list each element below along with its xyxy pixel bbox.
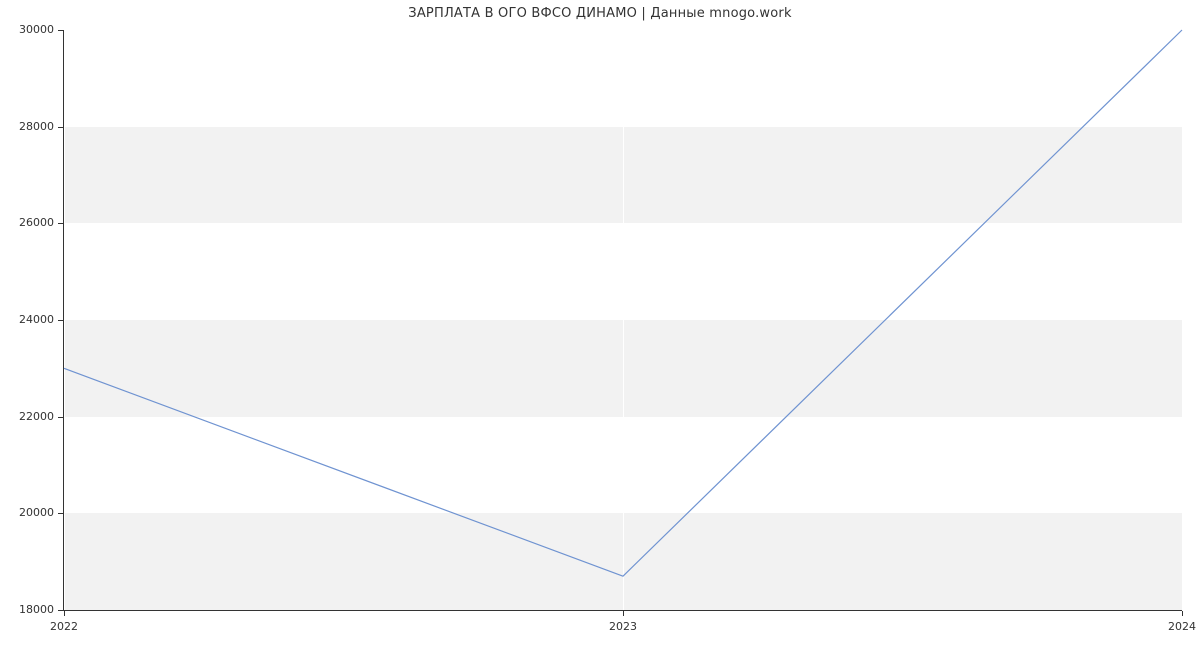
x-tick-label: 2022	[50, 620, 78, 633]
x-tick	[1182, 611, 1183, 616]
plot-area: 1800020000220002400026000280003000020222…	[64, 30, 1182, 610]
chart-title: ЗАРПЛАТА В ОГО ВФСО ДИНАМО | Данные mnog…	[0, 6, 1200, 21]
chart-container: ЗАРПЛАТА В ОГО ВФСО ДИНАМО | Данные mnog…	[0, 0, 1200, 650]
y-tick	[58, 223, 63, 224]
y-tick	[58, 320, 63, 321]
x-tick	[64, 611, 65, 616]
y-tick	[58, 127, 63, 128]
x-tick	[623, 611, 624, 616]
y-tick-label: 26000	[8, 216, 54, 229]
y-tick-label: 20000	[8, 506, 54, 519]
y-tick-label: 30000	[8, 23, 54, 36]
y-tick	[58, 417, 63, 418]
y-tick-label: 18000	[8, 603, 54, 616]
x-tick-label: 2023	[609, 620, 637, 633]
y-tick-label: 24000	[8, 313, 54, 326]
y-tick	[58, 513, 63, 514]
y-tick-label: 28000	[8, 120, 54, 133]
x-tick-label: 2024	[1168, 620, 1196, 633]
y-tick-label: 22000	[8, 410, 54, 423]
series-line	[64, 30, 1182, 610]
y-tick	[58, 610, 63, 611]
y-tick	[58, 30, 63, 31]
